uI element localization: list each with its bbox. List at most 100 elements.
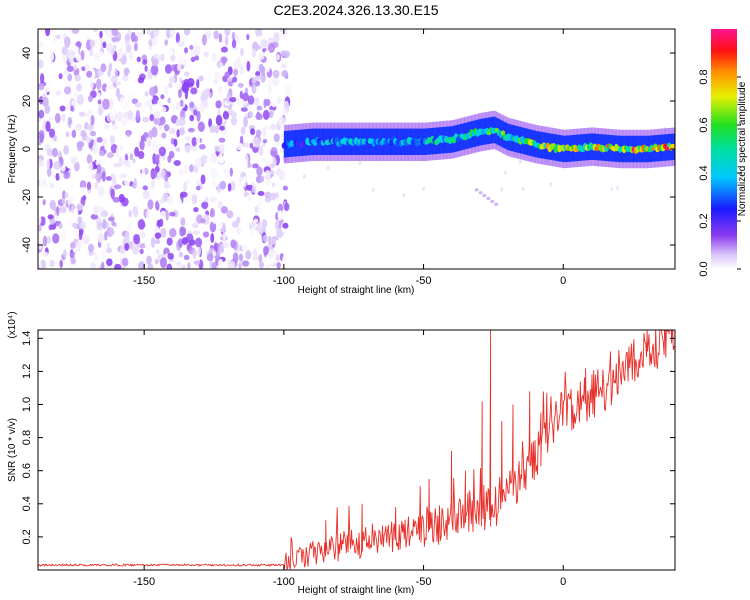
noise-blob <box>194 55 200 61</box>
noise-blob <box>271 102 276 108</box>
noise-blob <box>84 147 92 154</box>
x-tick-label: 0 <box>560 275 566 287</box>
noise-blob <box>278 223 282 229</box>
noise-blob <box>276 228 284 238</box>
noise-blob <box>230 116 238 126</box>
noise-blob <box>209 221 217 233</box>
noise-blob <box>71 45 80 52</box>
noise-blob <box>76 143 83 152</box>
noise-blob <box>158 146 167 157</box>
noise-blob <box>267 83 272 95</box>
x-tick-label: -150 <box>133 576 155 588</box>
noise-blob <box>219 125 225 131</box>
ridge-core <box>670 143 675 150</box>
noise-blob <box>106 242 111 249</box>
noise-blob <box>265 124 269 130</box>
noise-blob <box>111 123 119 130</box>
noise-blob <box>166 136 171 148</box>
noise-blob <box>153 116 161 125</box>
noise-blob <box>240 126 246 136</box>
noise-blob <box>127 72 133 81</box>
noise-blob <box>249 142 254 149</box>
noise-blob <box>158 218 164 228</box>
noise-blob <box>213 71 221 79</box>
noise-blob <box>163 182 171 189</box>
noise-blob <box>223 161 230 173</box>
noise-blob <box>201 34 207 46</box>
noise-blob <box>115 87 121 98</box>
noise-blob <box>252 170 257 176</box>
noise-blob <box>113 184 122 190</box>
noise-blob <box>203 51 209 58</box>
noise-blob <box>231 31 236 41</box>
noise-blob <box>209 196 217 203</box>
noise-blob <box>70 105 74 112</box>
noise-blob <box>268 111 274 119</box>
snr-panel: -150 -100 -50 0 0.2 0.4 0.6 0.8 1.0 1.2 1.4 Height… <box>7 311 676 596</box>
noise-blob <box>38 224 42 232</box>
noise-blob <box>111 36 118 43</box>
noise-blob <box>65 49 70 59</box>
colorbar-ticks: 0.0 0.2 0.4 0.6 0.8 <box>698 69 741 277</box>
noise-blob <box>127 223 133 235</box>
snr-series-line <box>38 330 675 570</box>
noise-blob <box>270 146 278 158</box>
noise-blob <box>521 186 525 191</box>
noise-blob <box>133 210 138 218</box>
noise-blob <box>187 127 195 133</box>
noise-blob <box>55 172 60 181</box>
noise-blob <box>226 210 234 219</box>
noise-blob <box>269 163 276 169</box>
noise-blob <box>38 241 42 250</box>
x-tick-label: -150 <box>133 275 155 287</box>
noise-blob <box>278 169 286 181</box>
noise-blob <box>105 29 111 39</box>
noise-blob <box>89 130 97 137</box>
noise-blob <box>76 203 84 211</box>
noise-blob <box>99 30 103 39</box>
noise-blob <box>107 69 111 78</box>
noise-blob <box>232 76 238 83</box>
noise-blob <box>189 101 195 108</box>
noise-blob <box>124 40 130 47</box>
noise-blob <box>168 150 175 159</box>
noise-blob <box>422 186 426 191</box>
noise-blob <box>121 104 130 110</box>
noise-blob <box>105 176 112 181</box>
noise-blob <box>257 199 263 208</box>
noise-blob <box>239 63 244 76</box>
noise-blob <box>154 258 159 265</box>
colorbar-tick-label: 0.6 <box>698 117 710 132</box>
noise-blob <box>164 64 173 74</box>
noise-blob <box>168 76 176 83</box>
noise-blob <box>139 231 146 239</box>
noise-blob <box>101 171 106 182</box>
noise-blob <box>65 131 70 138</box>
noise-blob <box>240 47 244 57</box>
noise-blob <box>64 192 69 199</box>
noise-blob <box>151 126 158 138</box>
noise-blob <box>47 51 55 63</box>
noise-blob <box>251 48 257 58</box>
noise-blob <box>69 226 75 236</box>
noise-blob <box>200 218 206 224</box>
noise-blob <box>162 192 169 203</box>
noise-blob <box>124 231 130 243</box>
noise-blob <box>97 185 105 198</box>
noise-blob <box>241 244 248 252</box>
noise-blob <box>111 29 119 37</box>
noise-blob <box>202 99 209 109</box>
spectrogram-panel: -150 -100 -50 0 -40 -20 0 20 40 Height of straig… <box>7 28 676 296</box>
noise-blob <box>246 33 250 41</box>
noise-blob <box>283 100 290 111</box>
noise-blob <box>190 87 198 95</box>
noise-blob <box>185 56 193 61</box>
y-tick-label: 1.2 <box>21 364 33 379</box>
noise-blob <box>110 188 115 200</box>
noise-blob <box>130 31 136 43</box>
noise-blob <box>64 36 71 48</box>
noise-blob <box>141 180 148 186</box>
noise-blob <box>110 75 118 84</box>
noise-blob <box>258 261 264 269</box>
